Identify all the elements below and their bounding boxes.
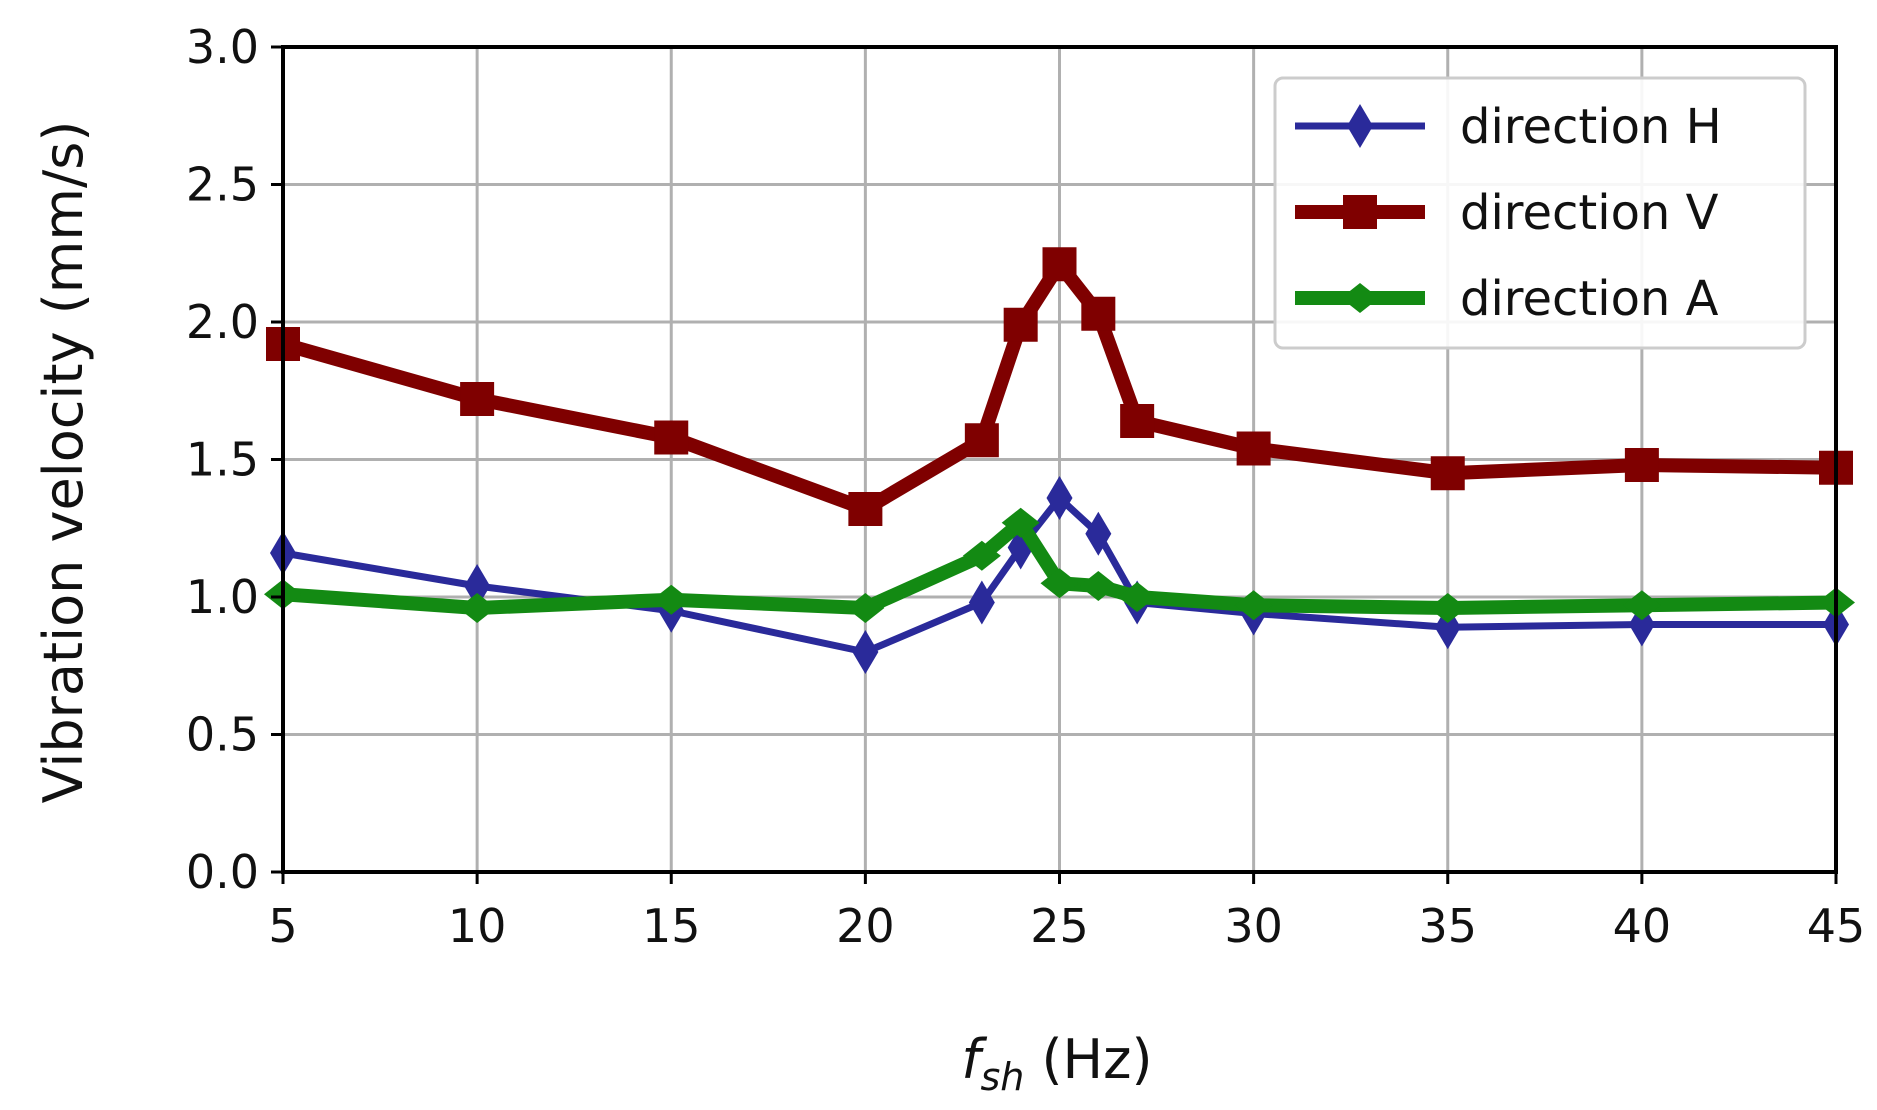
y-axis-title: Vibration velocity (mm/s): [32, 121, 95, 804]
series-direction-v-marker: [1042, 247, 1077, 282]
series-direction-h-marker: [852, 630, 879, 674]
x-tick-label: 5: [268, 899, 297, 953]
series-direction-a-marker: [1118, 582, 1157, 612]
x-tick-label: 35: [1418, 899, 1477, 953]
legend-direction-v-label: direction V: [1460, 185, 1719, 241]
series-direction-v-marker: [1236, 431, 1271, 466]
series-direction-a-marker: [652, 584, 691, 615]
series-direction-h-marker: [1085, 511, 1112, 556]
legend-direction-h: direction H: [1295, 99, 1722, 155]
series-direction-a-marker: [458, 593, 497, 623]
legend: direction H direction V direction A: [1273, 76, 1807, 350]
series-direction-v-marker: [1120, 404, 1155, 438]
series-direction-v-marker: [1430, 456, 1465, 491]
legend-direction-h-marker: [1347, 104, 1373, 148]
series-lines: [264, 247, 1855, 674]
x-tick-label: 20: [836, 899, 895, 953]
series-direction-a-marker: [962, 540, 1001, 571]
series-direction-a-marker: [1040, 568, 1079, 599]
series-direction-v-marker: [1003, 307, 1038, 342]
x-tick-label: 10: [448, 899, 507, 953]
series-direction-h-marker: [968, 580, 995, 625]
series-direction-h-marker: [1046, 476, 1073, 520]
series-direction-a-marker: [1428, 593, 1467, 623]
y-tick-label: 1.0: [186, 570, 259, 624]
series-direction-a-marker: [1001, 507, 1040, 538]
legend-direction-h-label: direction H: [1460, 99, 1722, 155]
x-axis-title-unit: (Hz): [1024, 1028, 1152, 1091]
y-tick-label: 0.0: [186, 845, 259, 899]
y-tick-label: 3.0: [186, 20, 259, 74]
x-tick-label: 40: [1613, 899, 1672, 953]
legend-box: [1273, 76, 1807, 350]
x-tick-label: 45: [1807, 899, 1866, 953]
series-direction-v-marker: [1081, 296, 1116, 331]
y-tick-label: 1.5: [186, 433, 259, 487]
legend-direction-a: direction A: [1295, 271, 1719, 327]
axis-ticks: 5 10 15 20 25 30 35 40 45 0.0 0.5 1.0 1.5 2.0 2.5 3.0: [186, 20, 1865, 953]
x-tick-label: 15: [642, 899, 701, 953]
x-axis-title-subscript: sh: [980, 1055, 1024, 1099]
series-direction-a-marker: [1079, 571, 1118, 601]
series-direction-v-marker: [1624, 448, 1659, 482]
series-direction-a-marker: [1622, 590, 1661, 621]
y-tick-label: 2.0: [186, 295, 259, 349]
x-axis-title: fsh (Hz): [961, 1028, 1152, 1099]
legend-direction-a-label: direction A: [1460, 271, 1719, 327]
legend-direction-v: direction V: [1295, 185, 1719, 241]
series-direction-h-marker: [464, 564, 491, 608]
series-direction-v-marker: [964, 423, 999, 458]
y-tick-label: 2.5: [186, 158, 259, 212]
series-direction-a-marker: [1234, 590, 1273, 621]
x-tick-label: 25: [1030, 899, 1089, 953]
legend-direction-v-marker: [1343, 195, 1377, 229]
series-direction-v-marker: [460, 382, 495, 416]
series-direction-a-marker: [846, 593, 885, 623]
series-direction-v-marker: [848, 492, 883, 526]
series-direction-v-marker: [654, 420, 689, 455]
legend-direction-a-marker: [1341, 283, 1379, 313]
series-direction-a: [264, 507, 1855, 623]
x-tick-label: 30: [1224, 899, 1283, 953]
y-tick-label: 0.5: [186, 708, 259, 762]
series-direction-v: [266, 247, 1853, 526]
